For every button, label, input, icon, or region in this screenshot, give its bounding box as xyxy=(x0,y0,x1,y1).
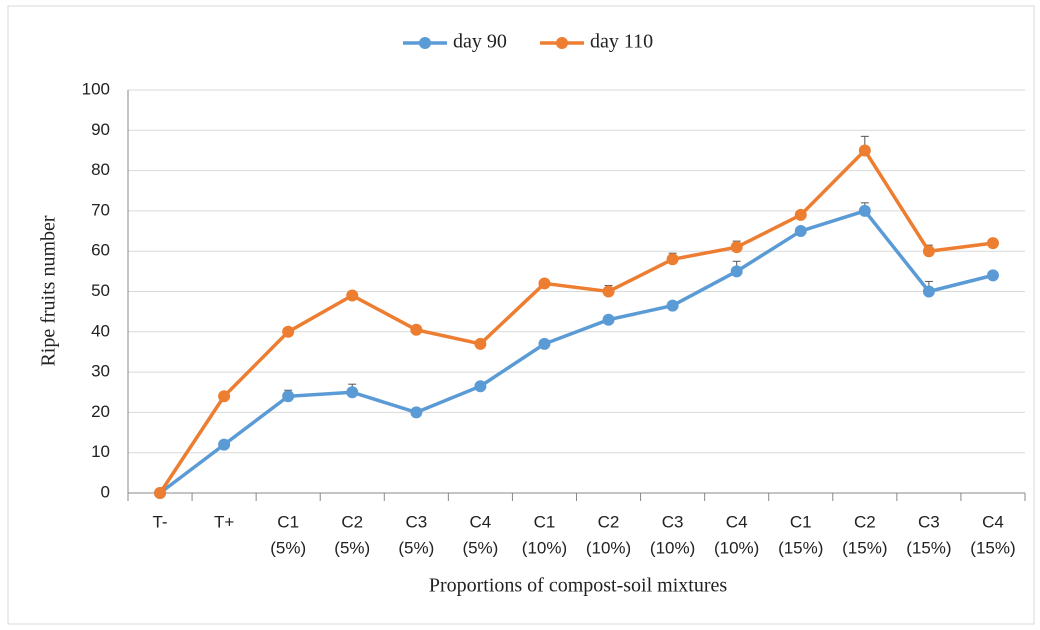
y-axis-label: Ripe fruits number xyxy=(38,215,60,366)
point xyxy=(474,380,487,393)
point xyxy=(730,241,743,254)
x-tick-label: C2 xyxy=(598,512,620,531)
point xyxy=(666,299,679,312)
point xyxy=(154,487,167,499)
point xyxy=(218,438,231,451)
x-tick-label: (10%) xyxy=(586,538,631,557)
point xyxy=(602,313,615,326)
point xyxy=(282,390,295,403)
x-tick-label: C4 xyxy=(726,512,748,531)
x-tick-label: C4 xyxy=(982,512,1004,531)
point xyxy=(986,237,999,250)
legend-label: day 110 xyxy=(590,31,653,53)
x-tick-label: C1 xyxy=(790,512,812,531)
y-tick-label: 20 xyxy=(91,402,110,421)
y-tick-label: 40 xyxy=(91,321,110,340)
x-tick-label: (15%) xyxy=(778,538,823,557)
x-tick-label: C2 xyxy=(341,512,363,531)
x-tick-label: T+ xyxy=(214,512,234,531)
point xyxy=(602,285,615,298)
y-tick-label: 70 xyxy=(91,200,110,219)
legend-marker xyxy=(556,37,568,49)
x-tick-label: (5%) xyxy=(270,538,306,557)
x-tick-label: C2 xyxy=(854,512,876,531)
y-tick-label: 80 xyxy=(91,160,110,179)
x-tick-label: C3 xyxy=(405,512,427,531)
point xyxy=(986,269,999,282)
x-tick-label: (15%) xyxy=(906,538,951,557)
point xyxy=(346,289,359,302)
point xyxy=(858,144,871,157)
x-tick-label: T- xyxy=(152,512,167,531)
x-tick-label: C3 xyxy=(662,512,684,531)
x-tick-label: (5%) xyxy=(462,538,498,557)
point xyxy=(410,323,423,336)
y-tick-label: 60 xyxy=(91,241,110,260)
point xyxy=(538,277,551,290)
x-axis-label: Proportions of compost-soil mixtures xyxy=(429,575,728,597)
point xyxy=(474,337,487,350)
x-tick-label: (15%) xyxy=(842,538,887,557)
y-tick-label: 0 xyxy=(101,482,110,501)
y-tick-label: 100 xyxy=(82,79,110,98)
point xyxy=(794,208,807,221)
point xyxy=(218,390,231,403)
x-tick-label: C1 xyxy=(534,512,556,531)
x-tick-label: C3 xyxy=(918,512,940,531)
series-line xyxy=(158,208,994,495)
point xyxy=(858,204,871,217)
legend-label: day 90 xyxy=(453,31,507,53)
x-tick-label: (15%) xyxy=(970,538,1015,557)
point xyxy=(666,253,679,266)
x-tick-label: (10%) xyxy=(650,538,695,557)
y-tick-label: 30 xyxy=(91,362,110,381)
point xyxy=(730,265,743,278)
point xyxy=(410,406,423,419)
chart-border xyxy=(7,5,1035,625)
point xyxy=(794,225,807,238)
point xyxy=(922,285,935,298)
x-tick-label: (10%) xyxy=(714,538,759,557)
y-tick-label: 50 xyxy=(91,281,110,300)
x-tick-label: C4 xyxy=(470,512,492,531)
x-tick-label: (5%) xyxy=(334,538,370,557)
x-tick-label: (5%) xyxy=(398,538,434,557)
x-tick-label: C1 xyxy=(277,512,299,531)
series-line xyxy=(158,147,994,494)
x-tick-label: (10%) xyxy=(522,538,567,557)
point xyxy=(538,337,551,350)
point xyxy=(282,325,295,338)
y-tick-label: 10 xyxy=(91,442,110,461)
point xyxy=(346,386,359,399)
legend-marker xyxy=(419,37,431,49)
y-tick-label: 90 xyxy=(91,120,110,139)
point xyxy=(922,245,935,258)
